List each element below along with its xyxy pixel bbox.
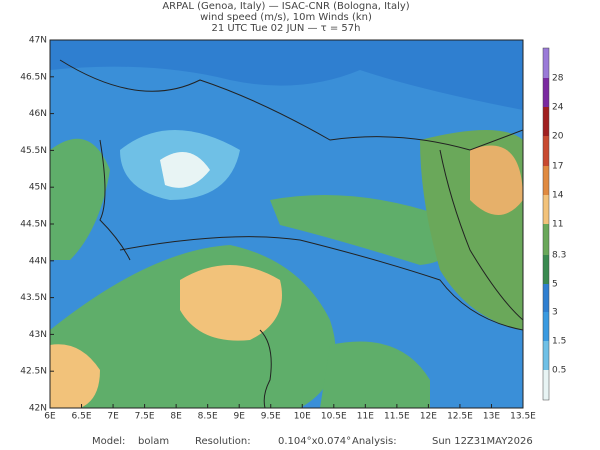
x-tick-label: 6.5E: [72, 412, 92, 422]
x-tick-label: 12.5E: [447, 412, 473, 422]
x-tick-label: 11.5E: [384, 412, 410, 422]
colorbar-label: 24: [552, 103, 564, 113]
colorbar-label: 8.3: [552, 251, 566, 261]
colorbar-label: 14: [552, 191, 564, 201]
x-tick-label: 11E: [357, 412, 374, 422]
y-tick-label: 44N: [29, 256, 47, 266]
x-tick-label: 13E: [483, 412, 500, 422]
x-tick-label: 8E: [170, 412, 182, 422]
header-line: wind speed (m/s), 10m Winds (kn): [200, 12, 372, 23]
y-tick-label: 45N: [29, 183, 47, 193]
colorbar-label: 5: [552, 280, 558, 290]
y-tick-label: 44.5N: [20, 220, 47, 230]
y-tick-label: 46N: [29, 109, 47, 119]
header-line: 21 UTC Tue 02 JUN — τ = 57h: [212, 23, 361, 34]
colorbar-label: 17: [552, 162, 563, 172]
footer-item: bolam: [138, 436, 169, 447]
colorbar-label: 20: [552, 132, 564, 142]
wind-field: [50, 40, 523, 408]
footer-item: 0.104°x0.074°: [278, 436, 351, 447]
footer-item: Analysis:: [352, 436, 397, 447]
colorbar: [542, 47, 550, 401]
header-line: ARPAL (Genoa, Italy) — ISAC-CNR (Bologna…: [162, 1, 409, 12]
y-tick-label: 42N: [29, 404, 47, 414]
footer-item: Model:: [92, 436, 125, 447]
y-tick-label: 47N: [29, 36, 47, 46]
y-tick-label: 42.5N: [20, 367, 47, 377]
x-tick-label: 6E: [44, 412, 56, 422]
x-tick-label: 7.5E: [135, 412, 155, 422]
colorbar-label: 3: [552, 308, 558, 318]
colorbar-label: 0.5: [552, 366, 566, 376]
x-tick-label: 9.5E: [261, 412, 281, 422]
colorbar-label: 1.5: [552, 337, 566, 347]
x-tick-label: 13.5E: [510, 412, 536, 422]
footer-item: Sun 12Z31MAY2026: [432, 436, 533, 447]
y-tick-label: 43.5N: [20, 293, 47, 303]
y-tick-label: 46.5N: [20, 72, 47, 82]
y-tick-label: 43N: [29, 330, 47, 340]
x-tick-label: 12E: [420, 412, 437, 422]
x-tick-label: 10.5E: [321, 412, 347, 422]
x-tick-label: 8.5E: [198, 412, 218, 422]
x-tick-label: 7E: [107, 412, 119, 422]
x-tick-label: 10E: [294, 412, 311, 422]
y-tick-label: 45.5N: [20, 146, 47, 156]
x-tick-label: 9E: [233, 412, 245, 422]
footer-item: Resolution:: [195, 436, 251, 447]
colorbar-label: 11: [552, 220, 563, 230]
colorbar-label: 28: [552, 74, 564, 84]
